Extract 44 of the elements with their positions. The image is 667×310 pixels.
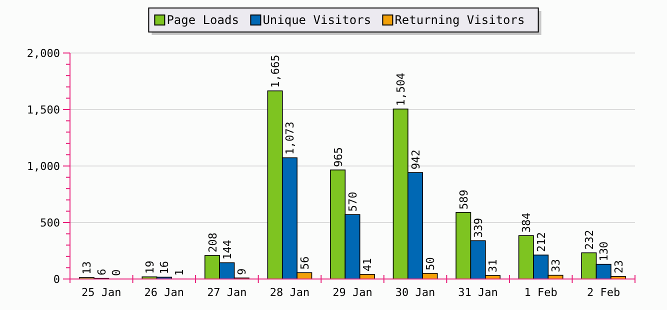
data-label: 1,665 <box>269 54 282 88</box>
x-tick-label: 30 Jan <box>395 286 436 299</box>
data-label: 589 <box>457 190 470 210</box>
data-label: 1,504 <box>394 72 408 106</box>
y-tick-label: 2,000 <box>26 46 60 60</box>
x-tick-label: 25 Jan <box>82 286 122 299</box>
data-label: 232 <box>582 230 596 250</box>
data-label: 1 <box>172 269 186 276</box>
data-label: 212 <box>534 232 548 252</box>
x-tick-label: 31 Jan <box>458 286 498 299</box>
x-tick-label: 2 Feb <box>587 286 620 299</box>
data-label: 130 <box>598 241 611 262</box>
data-label: 208 <box>206 232 220 252</box>
data-label: 56 <box>298 256 312 270</box>
data-label: 41 <box>361 258 374 272</box>
data-label: 339 <box>472 218 486 238</box>
x-tick-label: 27 Jan <box>207 286 247 299</box>
data-label: 13 <box>80 261 94 275</box>
x-tick-label: 1 Feb <box>524 286 558 299</box>
legend-label: Returning Visitors <box>394 13 525 27</box>
y-tick-label: 1,000 <box>26 160 60 173</box>
data-label: 570 <box>346 192 360 212</box>
x-tick-label: 26 Jan <box>144 286 184 299</box>
data-label: 9 <box>236 268 249 275</box>
y-tick-label: 0 <box>53 272 60 286</box>
data-label: 144 <box>220 239 234 260</box>
data-label: 16 <box>158 260 172 274</box>
data-label: 50 <box>424 257 437 270</box>
data-label: 0 <box>110 269 124 276</box>
data-label: 19 <box>143 260 156 274</box>
data-label: 384 <box>520 212 534 233</box>
data-label: 942 <box>409 150 422 170</box>
x-tick-label: 29 Jan <box>332 286 372 299</box>
data-label: 965 <box>332 147 345 167</box>
x-tick-label: 28 Jan <box>270 286 310 299</box>
legend-label: Unique Visitors <box>262 13 372 27</box>
data-label: 23 <box>612 260 626 274</box>
data-label: 31 <box>486 259 500 272</box>
legend-label: Page Loads <box>166 13 239 27</box>
data-label: 6 <box>95 268 108 276</box>
y-tick-label: 500 <box>40 216 60 230</box>
data-label: 33 <box>550 259 563 272</box>
y-tick-label: 1,500 <box>26 103 60 116</box>
data-label: 1,073 <box>284 122 297 155</box>
